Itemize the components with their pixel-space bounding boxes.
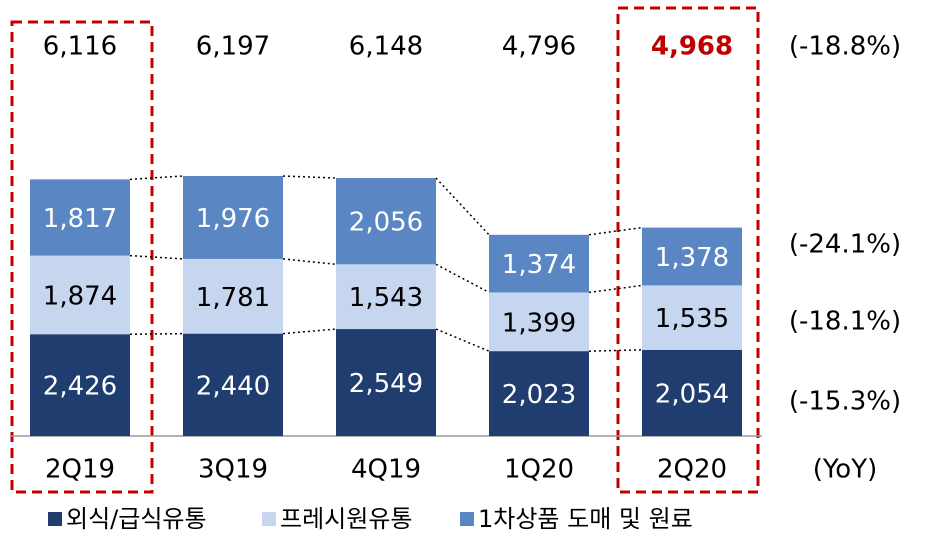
yoy-label: (-18.8%): [789, 32, 901, 62]
value-label: 1,378: [655, 243, 729, 273]
legend-swatch: [460, 512, 474, 526]
legend-label: 1차상품 도매 및 원료: [478, 505, 693, 533]
connector: [282, 328, 337, 335]
connector: [129, 332, 184, 335]
legend-label: 프레시원유통: [280, 505, 412, 533]
x-tick-label: 2Q20: [657, 455, 727, 485]
x-tick-label: 3Q19: [198, 455, 268, 485]
value-label: 1,543: [349, 283, 423, 313]
connector: [129, 254, 184, 260]
bar-segment: [489, 292, 589, 352]
connector: [435, 328, 490, 352]
connector: [588, 284, 643, 294]
x-tick-label: 4Q19: [351, 455, 421, 485]
bar-segment: [183, 333, 283, 436]
legend-label: 외식/급식유통: [66, 505, 207, 533]
value-label: 2,440: [196, 371, 270, 401]
bar-segment: [642, 285, 742, 350]
bar-segment: [489, 351, 589, 436]
connector: [435, 263, 490, 294]
legend-swatch: [48, 512, 62, 526]
yoy-label: (-24.1%): [789, 230, 901, 260]
yoy-label: (-18.1%): [789, 307, 901, 337]
connector: [588, 226, 643, 236]
connector: [588, 349, 643, 352]
connector: [129, 175, 184, 181]
bar-segment: [336, 329, 436, 436]
total-label: 6,197: [196, 32, 270, 62]
value-label: 2,023: [502, 380, 576, 410]
bar-segment: [30, 334, 130, 436]
connector: [282, 175, 337, 179]
bar-segment: [642, 227, 742, 286]
bar-segment: [336, 264, 436, 330]
value-label: 1,817: [43, 204, 117, 234]
connector: [435, 177, 490, 236]
bar-segment: [489, 234, 589, 293]
bar-segment: [30, 255, 130, 335]
highlight-box: [10, 20, 154, 494]
value-label: 1,399: [502, 308, 576, 338]
bar-segment: [30, 179, 130, 256]
total-label: 4,796: [502, 32, 576, 62]
value-label: 1,535: [655, 304, 729, 334]
x-tick-label: 1Q20: [504, 455, 574, 485]
total-label: 6,148: [349, 32, 423, 62]
total-label: 6,116: [43, 32, 117, 62]
value-label: 1,781: [196, 283, 270, 313]
value-label: 1,374: [502, 250, 576, 280]
x-tick-label: 2Q19: [45, 455, 115, 485]
total-label: 4,968: [651, 32, 733, 62]
yoy-header: (YoY): [813, 455, 878, 485]
value-label: 2,549: [349, 369, 423, 399]
value-label: 2,054: [655, 379, 729, 409]
yoy-label: (-15.3%): [789, 387, 901, 417]
bar-segment: [183, 258, 283, 334]
bar-segment: [336, 178, 436, 265]
bar-segment: [183, 176, 283, 259]
value-label: 2,426: [43, 372, 117, 402]
value-label: 1,874: [43, 281, 117, 311]
value-label: 1,976: [196, 204, 270, 234]
highlight-box: [616, 6, 760, 494]
value-label: 2,056: [349, 208, 423, 238]
legend-swatch: [262, 512, 276, 526]
connector: [282, 258, 337, 266]
bar-segment: [642, 349, 742, 436]
